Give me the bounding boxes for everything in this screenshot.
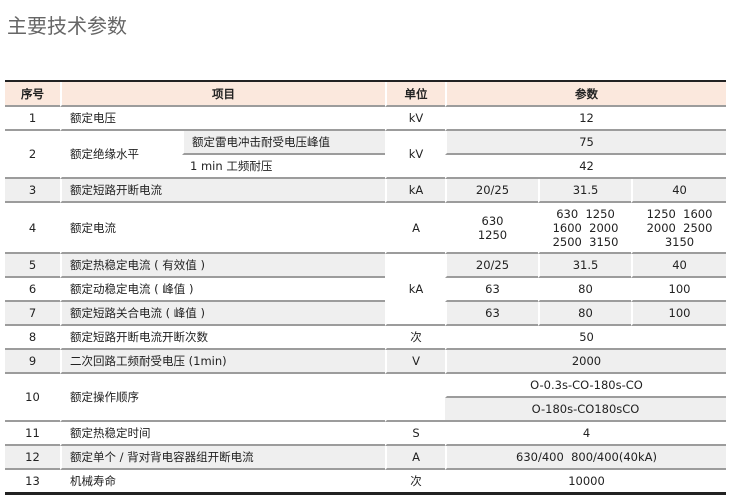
table-row: 2 额定绝缘水平 额定雷电冲击耐受电压峰值 kV 75 (5, 131, 727, 179)
row-unit: kV (385, 107, 445, 131)
table-row: 10 额定操作顺序 O-0.3s-CO-180s-CO (5, 374, 727, 422)
row-value: 630 1250 (445, 203, 538, 254)
row-no: 7 (5, 302, 60, 326)
row-no: 12 (5, 446, 60, 470)
tech-params-table: 序号 项目 单位 参数 1 额定电压 kV 12 2 额定绝缘水平 额定雷电冲击… (5, 80, 727, 495)
row-item: 额定短路关合电流 ( 峰值 ) (60, 302, 385, 326)
row-unit: A (385, 203, 445, 254)
table-row: 1 min 工频耐压 42 (5, 155, 727, 179)
page-title: 主要技术参数 (7, 14, 127, 38)
row-value: O-180s-CO180sCO (445, 398, 727, 422)
table-row: 4 额定电流 A 630 1250 630 1250 1600 2000 2500 3… (5, 203, 727, 254)
row-unit: kV (385, 131, 445, 179)
row-value: 630 1250 1600 2000 2500 3150 (538, 203, 631, 254)
row-unit: S (385, 422, 445, 446)
value-line: 630 (481, 213, 504, 228)
row-value: 63 (445, 278, 538, 302)
table-row: 9 二次回路工频耐受电压 (1min) V 2000 (5, 350, 727, 374)
table-header: 序号 项目 单位 参数 (5, 82, 727, 107)
row-value: 100 (631, 302, 727, 326)
row-value: 31.5 (538, 179, 631, 203)
row-item: 额定短路开断电流开断次数 (60, 326, 385, 350)
value-line: 1250 (477, 227, 508, 242)
value-line: 2500 3150 (552, 234, 619, 249)
table-row: 8 额定短路开断电流开断次数 次 50 (5, 326, 727, 350)
table-row: 7 额定短路关合电流 ( 峰值 ) 63 80 100 (5, 302, 727, 326)
row-no: 6 (5, 278, 60, 302)
row-value: 75 (445, 131, 727, 155)
row-value: 31.5 (538, 254, 631, 278)
row-value: 100 (631, 278, 727, 302)
row-value: 50 (445, 326, 727, 350)
value-line: 630 1250 (556, 206, 615, 221)
value-line: 2000 2500 (646, 220, 713, 235)
header-unit: 单位 (385, 82, 445, 107)
row-value: 10000 (445, 470, 726, 492)
row-value: 630/400 800/400(40kA) (445, 446, 727, 470)
row-value: 2000 (445, 350, 727, 374)
row-item: 额定操作顺序 (60, 374, 385, 422)
row-item: 额定单个 / 背对背电容器组开断电流 (60, 446, 385, 470)
row-value: 1250 1600 2000 2500 3150 (631, 203, 727, 254)
row-item: 额定绝缘水平 (60, 131, 182, 179)
table-row: 3 额定短路开断电流 kA 20/25 31.5 40 (5, 179, 727, 203)
value-line: 1600 2000 (552, 220, 619, 235)
value-line: 1250 1600 (646, 206, 713, 221)
row-no: 1 (5, 107, 60, 131)
row-item: 二次回路工频耐受电压 (1min) (60, 350, 385, 374)
header-no: 序号 (5, 82, 60, 107)
row-no: 13 (25, 474, 40, 488)
row-item: 额定动稳定电流 ( 峰值 ) (60, 278, 385, 302)
row-value: 40 (631, 179, 727, 203)
row-subitem: 1 min 工频耐压 (182, 155, 385, 179)
row-no: 4 (5, 203, 60, 254)
header-item: 项目 (60, 82, 385, 107)
row-unit: V (385, 350, 445, 374)
row-unit: kA (385, 254, 445, 326)
row-item: 额定电压 (60, 107, 385, 131)
row-value: 42 (445, 155, 727, 179)
row-no: 3 (5, 179, 60, 203)
table-row: 12 额定单个 / 背对背电容器组开断电流 A 630/400 800/400(… (5, 446, 727, 470)
row-unit: kA (385, 179, 445, 203)
table-row: 1 额定电压 kV 12 (5, 107, 727, 131)
row-unit: 次 (385, 326, 445, 350)
row-value: 80 (538, 278, 631, 302)
row-subitem: 额定雷电冲击耐受电压峰值 (182, 131, 385, 155)
row-no: 9 (5, 350, 60, 374)
row-no: 10 (5, 374, 60, 422)
table-row: 13 机械寿命 次 10000 (5, 470, 726, 492)
row-item: 额定电流 (60, 203, 385, 254)
row-no: 11 (5, 422, 60, 446)
row-value: 40 (631, 254, 727, 278)
row-value: 80 (538, 302, 631, 326)
row-item: 额定热稳定电流 ( 有效值 ) (60, 254, 385, 278)
row-unit: A (385, 446, 445, 470)
row-value: 20/25 (445, 179, 538, 203)
row-no: 2 (5, 131, 60, 179)
row-value: 20/25 (445, 254, 538, 278)
row-item: 机械寿命 (60, 470, 385, 492)
row-no: 8 (5, 326, 60, 350)
row-value: 12 (445, 107, 727, 131)
row-no: 5 (5, 254, 60, 278)
table-row: 11 额定热稳定时间 S 4 (5, 422, 727, 446)
row-unit (385, 374, 445, 422)
row-unit: 次 (385, 470, 445, 492)
row-value: 4 (445, 422, 727, 446)
table-row: 5 额定热稳定电流 ( 有效值 ) kA 20/25 31.5 40 (5, 254, 727, 326)
table-row: 6 额定动稳定电流 ( 峰值 ) 63 80 100 (5, 278, 727, 302)
row-value: O-0.3s-CO-180s-CO (445, 374, 727, 398)
value-line: 3150 (664, 234, 695, 249)
table-row: O-180s-CO180sCO (5, 398, 727, 422)
header-params: 参数 (445, 82, 727, 107)
row-item: 额定短路开断电流 (60, 179, 385, 203)
row-value: 63 (445, 302, 538, 326)
row-item: 额定热稳定时间 (60, 422, 385, 446)
